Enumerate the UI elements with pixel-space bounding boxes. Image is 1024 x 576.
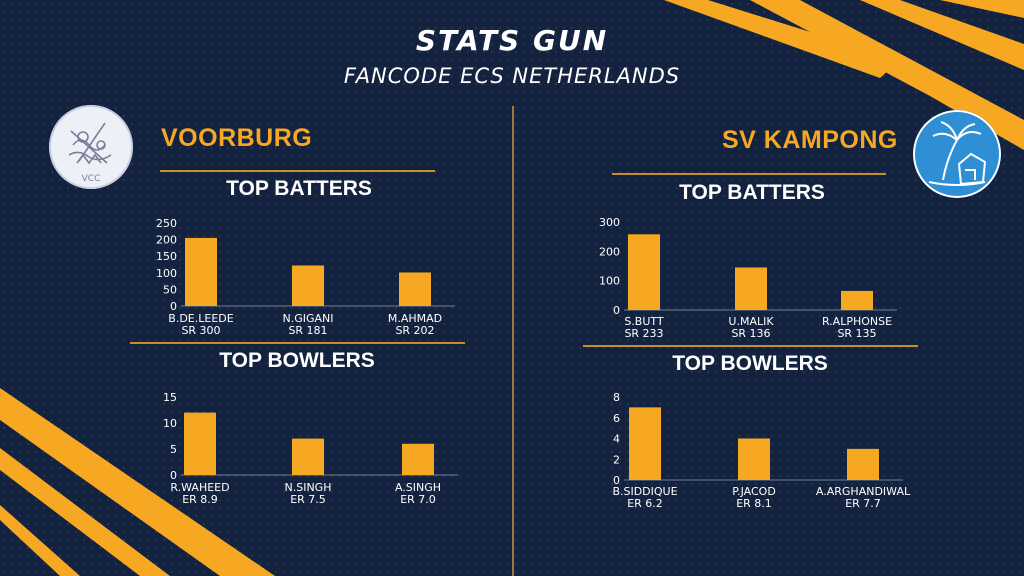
bar-r-waheed bbox=[184, 412, 216, 475]
bar-u-malik bbox=[735, 267, 767, 310]
section-title-right-bowlers: TOP BOWLERS bbox=[672, 352, 828, 375]
x-sublabel: ER 7.5 bbox=[290, 493, 326, 506]
y-tick-label: 10 bbox=[163, 417, 177, 430]
y-tick-label: 50 bbox=[163, 283, 177, 296]
y-tick-label: 150 bbox=[156, 250, 177, 263]
x-sublabel: ER 6.2 bbox=[627, 497, 663, 510]
y-tick-label: 5 bbox=[170, 443, 177, 456]
x-sublabel: SR 181 bbox=[288, 324, 327, 337]
y-tick-label: 0 bbox=[613, 474, 620, 487]
section-title-left-batters: TOP BATTERS bbox=[226, 177, 372, 200]
x-category-label: R.WAHEED bbox=[170, 481, 229, 494]
x-category-label: P.JACOD bbox=[732, 485, 776, 498]
bar-b-siddique bbox=[629, 407, 661, 480]
bar-s-butt bbox=[628, 234, 660, 310]
y-tick-label: 8 bbox=[613, 391, 620, 404]
x-category-label: B.DE.LEEDE bbox=[168, 312, 233, 325]
bar-m-ahmad bbox=[399, 272, 431, 306]
page-title: STATS GUN bbox=[415, 24, 609, 57]
vcc-cricket-logo-icon: VCC bbox=[49, 105, 133, 189]
y-tick-label: 15 bbox=[163, 391, 177, 404]
section-rule-right bbox=[583, 345, 918, 347]
bar-p-jacod bbox=[738, 438, 770, 480]
bar-n-gigani bbox=[292, 265, 324, 306]
bar-b-de-leede bbox=[185, 237, 217, 306]
y-tick-label: 6 bbox=[613, 412, 620, 425]
section-title-right-batters: TOP BATTERS bbox=[679, 181, 825, 204]
x-sublabel: SR 135 bbox=[837, 327, 876, 340]
x-category-label: M.AHMAD bbox=[388, 312, 442, 325]
y-tick-label: 4 bbox=[613, 433, 620, 446]
section-title-left-bowlers: TOP BOWLERS bbox=[219, 349, 375, 372]
y-tick-label: 100 bbox=[599, 275, 620, 288]
y-tick-label: 0 bbox=[170, 469, 177, 482]
y-tick-label: 250 bbox=[156, 217, 177, 230]
x-category-label: A.SINGH bbox=[395, 481, 441, 494]
x-sublabel: SR 136 bbox=[731, 327, 770, 340]
kampong-palm-house-logo-icon bbox=[913, 110, 1001, 198]
vcc-logo-text: VCC bbox=[82, 174, 101, 184]
page-subtitle: FANCODE ECS NETHERLANDS bbox=[343, 64, 681, 88]
y-tick-label: 100 bbox=[156, 267, 177, 280]
x-category-label: R.ALPHONSE bbox=[822, 315, 892, 328]
x-sublabel: ER 7.7 bbox=[845, 497, 881, 510]
y-tick-label: 300 bbox=[599, 216, 620, 229]
bar-n-singh bbox=[292, 438, 324, 475]
team-name-right: SV KAMPONG bbox=[722, 126, 898, 154]
bar-a-singh bbox=[402, 443, 434, 475]
x-category-label: N.SINGH bbox=[285, 481, 332, 494]
team-name-left: VOORBURG bbox=[161, 124, 313, 152]
center-divider bbox=[512, 106, 514, 576]
bar-r-alphonse bbox=[841, 290, 873, 310]
team-rule-left bbox=[160, 170, 435, 172]
x-sublabel: ER 7.0 bbox=[400, 493, 436, 506]
x-sublabel: ER 8.9 bbox=[182, 493, 218, 506]
y-tick-label: 200 bbox=[599, 245, 620, 258]
x-sublabel: SR 233 bbox=[624, 327, 663, 340]
x-category-label: S.BUTT bbox=[624, 315, 664, 328]
section-rule-left bbox=[130, 342, 465, 344]
y-tick-label: 200 bbox=[156, 234, 177, 247]
bar-a-arghandiwal bbox=[847, 448, 879, 480]
y-tick-label: 0 bbox=[170, 300, 177, 313]
x-sublabel: SR 300 bbox=[181, 324, 220, 337]
x-category-label: B.SIDDIQUE bbox=[612, 485, 677, 498]
x-category-label: A.ARGHANDIWAL bbox=[816, 485, 911, 498]
y-tick-label: 2 bbox=[613, 453, 620, 466]
x-category-label: U.MALIK bbox=[728, 315, 774, 328]
x-category-label: N.GIGANI bbox=[282, 312, 333, 325]
y-tick-label: 0 bbox=[613, 304, 620, 317]
x-sublabel: SR 202 bbox=[395, 324, 434, 337]
team-rule-right bbox=[612, 173, 886, 175]
x-sublabel: ER 8.1 bbox=[736, 497, 772, 510]
